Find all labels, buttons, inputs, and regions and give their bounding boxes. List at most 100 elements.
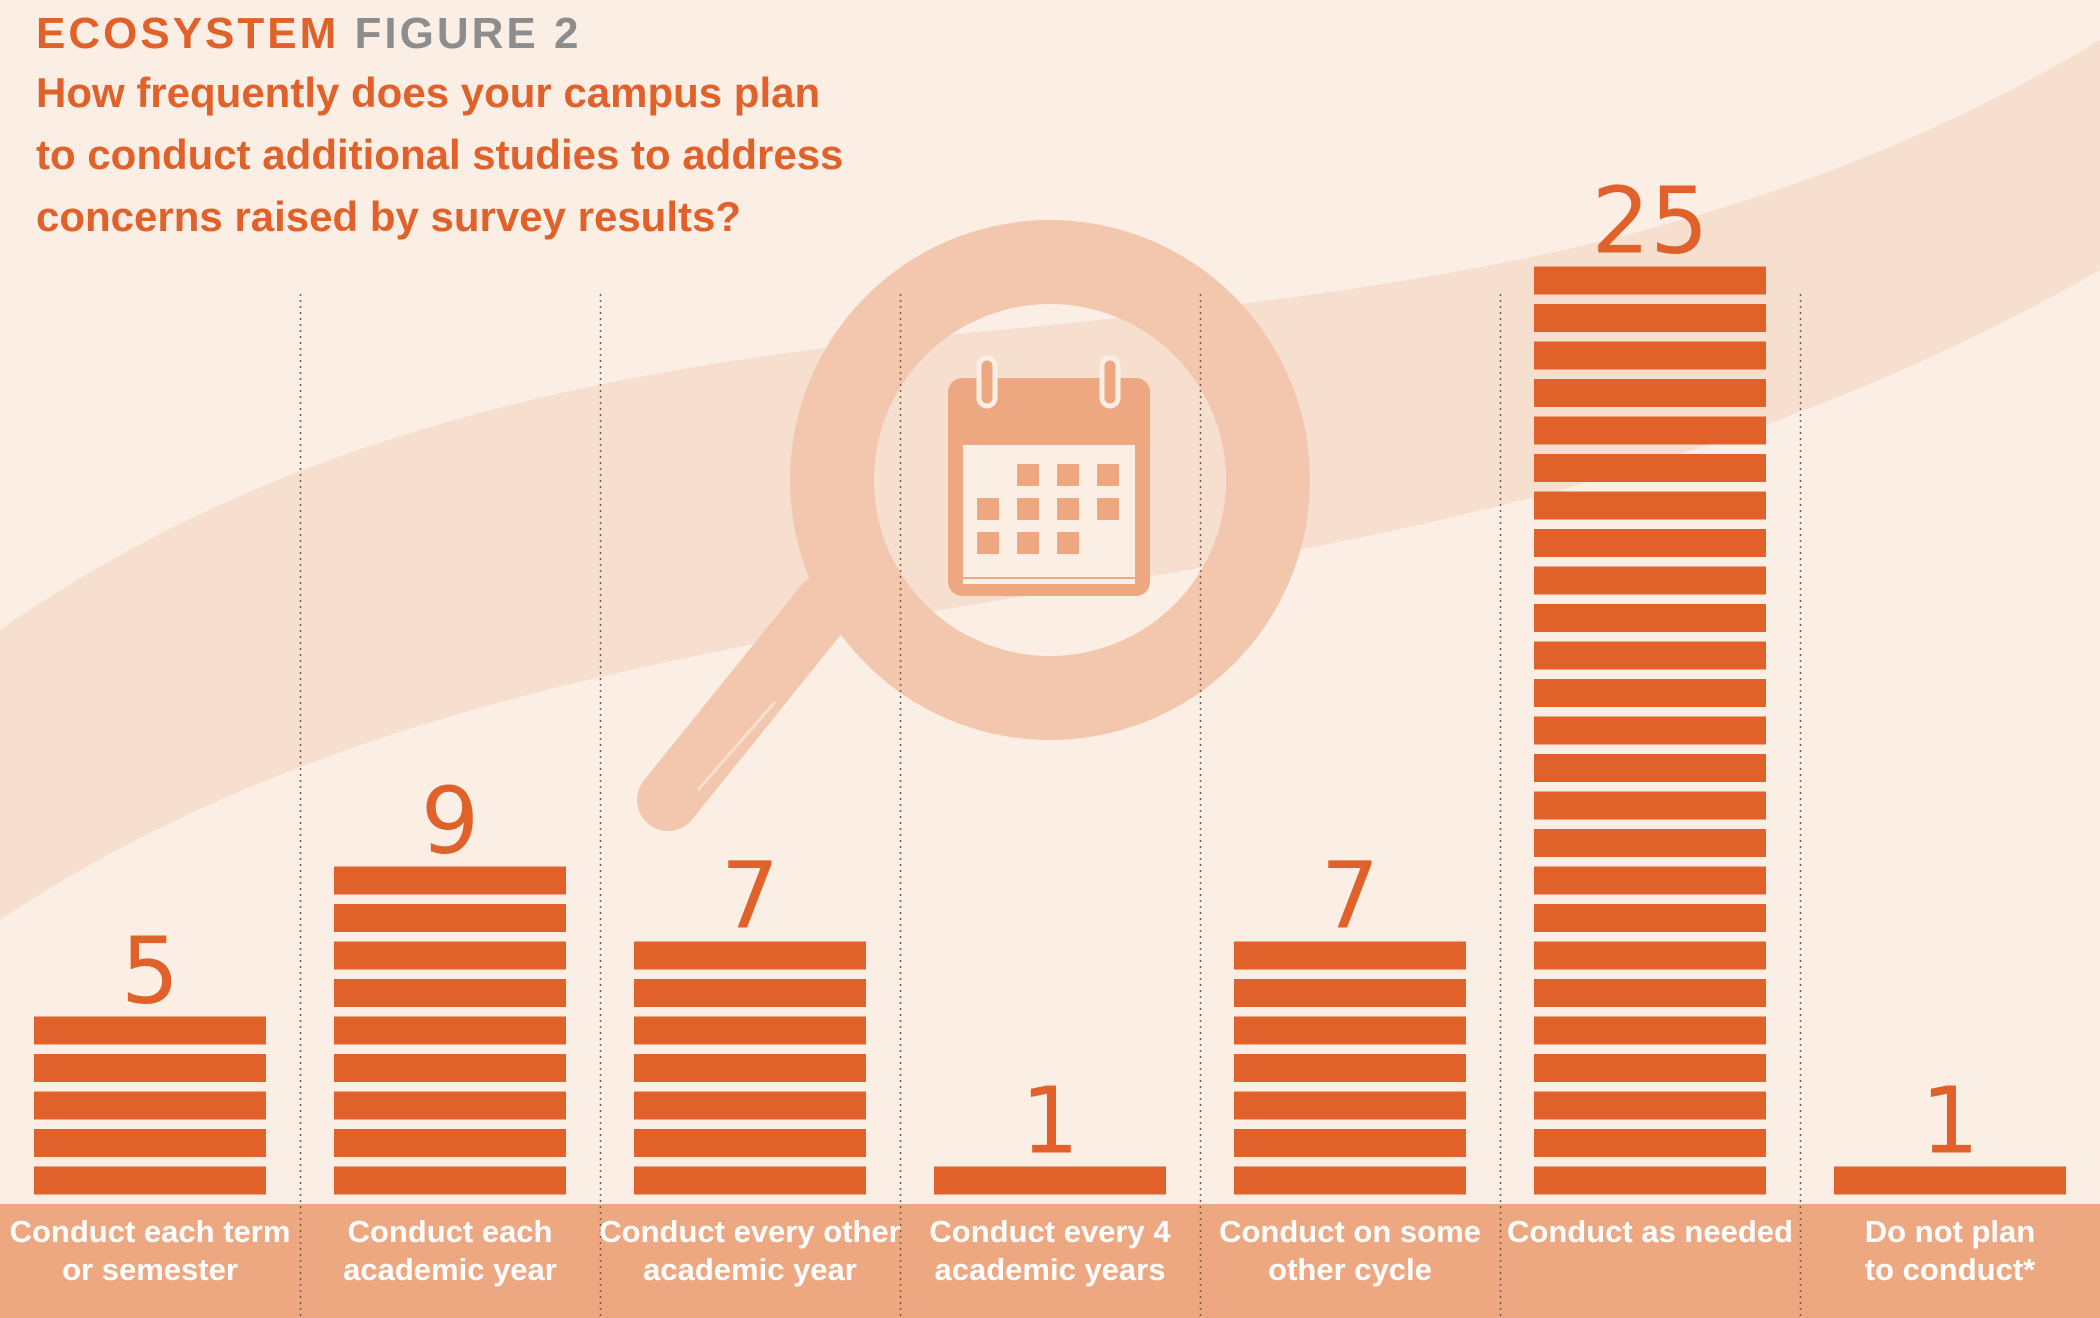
category-label: Conduct every other academic year bbox=[599, 1214, 900, 1287]
bar-segment bbox=[634, 979, 866, 1007]
bar-segment bbox=[1534, 454, 1766, 482]
bar bbox=[1534, 266, 1766, 1195]
bar-segment bbox=[1534, 641, 1766, 670]
bar-segment bbox=[1234, 1091, 1466, 1120]
bar-segment bbox=[34, 1016, 266, 1045]
bar-segment bbox=[1234, 1166, 1466, 1195]
magnifier-icon bbox=[637, 220, 1310, 831]
value-label: 5 bbox=[121, 918, 180, 1025]
bar-segment bbox=[1534, 1016, 1766, 1045]
category-label: Conduct on some other cycle bbox=[1219, 1214, 1481, 1287]
category-label: Conduct each term or semester bbox=[10, 1214, 291, 1287]
bar-segment bbox=[1234, 979, 1466, 1007]
category-label: Do not plan to conduct* bbox=[1865, 1214, 2036, 1287]
bar-segment bbox=[1234, 1129, 1466, 1157]
category-label-line: or semester bbox=[62, 1252, 238, 1287]
value-label: 7 bbox=[721, 843, 780, 950]
bar-segment bbox=[1534, 566, 1766, 595]
bar-segment bbox=[1534, 416, 1766, 445]
bar-segment bbox=[334, 1166, 566, 1195]
bars bbox=[34, 266, 2066, 1195]
bar-segment bbox=[1534, 1129, 1766, 1157]
bar-segment bbox=[34, 1054, 266, 1082]
bar-segment bbox=[634, 1166, 866, 1195]
category-label-line: Conduct every 4 bbox=[929, 1214, 1171, 1249]
category-label-line: academic years bbox=[935, 1252, 1166, 1287]
bar-segment bbox=[1534, 829, 1766, 857]
category-label-line: Conduct each bbox=[348, 1214, 553, 1249]
category-label-line: Conduct each term bbox=[10, 1214, 291, 1249]
bar bbox=[634, 941, 866, 1195]
bar-segment bbox=[934, 1166, 1166, 1195]
bar-segment bbox=[1534, 1054, 1766, 1082]
bar bbox=[934, 1166, 1166, 1195]
value-label: 1 bbox=[1021, 1068, 1080, 1175]
bar-segment bbox=[334, 941, 566, 970]
bar-segment bbox=[334, 866, 566, 895]
value-label: 7 bbox=[1321, 843, 1380, 950]
bar bbox=[34, 1016, 266, 1195]
bar-segment bbox=[634, 941, 866, 970]
bar-segment bbox=[1534, 904, 1766, 932]
bar-segment bbox=[1534, 304, 1766, 332]
category-label-line: to conduct* bbox=[1865, 1252, 2036, 1287]
figure-kicker: ECOSYSTEM FIGURE 2 bbox=[36, 6, 581, 62]
value-labels: 5 9 7 1 7 25 1 bbox=[121, 168, 1980, 1175]
bar-segment bbox=[34, 1166, 266, 1195]
category-label-line: Conduct every other bbox=[599, 1214, 900, 1249]
category-label-line: academic year bbox=[643, 1252, 857, 1287]
category-label-line: Conduct as needed bbox=[1507, 1214, 1793, 1249]
bar-segment bbox=[334, 1129, 566, 1157]
bar-segment bbox=[1234, 1054, 1466, 1082]
category-label: Conduct as needed bbox=[1507, 1214, 1793, 1249]
bar-segment bbox=[1534, 866, 1766, 895]
bar-segment bbox=[1534, 266, 1766, 295]
value-label: 9 bbox=[421, 768, 480, 875]
bar-segment bbox=[634, 1091, 866, 1120]
bar-segment bbox=[1234, 1016, 1466, 1045]
bar-segment bbox=[1534, 716, 1766, 745]
category-label-band bbox=[0, 1204, 2100, 1318]
bar-segment bbox=[1534, 604, 1766, 632]
bar-segment bbox=[634, 1129, 866, 1157]
figure-kicker-secondary: FIGURE 2 bbox=[354, 9, 582, 58]
category-label-line: other cycle bbox=[1268, 1252, 1432, 1287]
bar-segment bbox=[334, 1054, 566, 1082]
bar-segment bbox=[334, 979, 566, 1007]
bar-segment bbox=[1534, 679, 1766, 707]
bar-segment bbox=[334, 1016, 566, 1045]
bar-segment bbox=[1534, 941, 1766, 970]
bar-segment bbox=[334, 904, 566, 932]
category-label-line: Conduct on some bbox=[1219, 1214, 1481, 1249]
bar-segment bbox=[1534, 754, 1766, 782]
bar-segment bbox=[634, 1054, 866, 1082]
bar-segment bbox=[1834, 1166, 2066, 1195]
bar-segment bbox=[1534, 379, 1766, 407]
bar-segment bbox=[1534, 341, 1766, 370]
bar bbox=[1234, 941, 1466, 1195]
bar-segment bbox=[1534, 1166, 1766, 1195]
value-label: 1 bbox=[1921, 1068, 1980, 1175]
bar-segment bbox=[634, 1016, 866, 1045]
category-label: Conduct every 4 academic years bbox=[929, 1214, 1171, 1287]
bar bbox=[334, 866, 566, 1195]
calendar-icon bbox=[948, 355, 1150, 596]
category-label-line: academic year bbox=[343, 1252, 557, 1287]
bar-segment bbox=[1534, 791, 1766, 820]
bar-segment bbox=[1534, 529, 1766, 557]
value-label: 25 bbox=[1591, 168, 1708, 275]
bar-segment bbox=[334, 1091, 566, 1120]
bar-segment bbox=[1234, 941, 1466, 970]
bar bbox=[1834, 1166, 2066, 1195]
category-label: Conduct each academic year bbox=[343, 1214, 557, 1287]
column-dividers bbox=[299, 294, 1802, 1318]
category-label-line: Do not plan bbox=[1865, 1214, 2035, 1249]
bar-segment bbox=[1534, 979, 1766, 1007]
bar-segment bbox=[1534, 491, 1766, 520]
chart-title: How frequently does your campus plan to … bbox=[36, 69, 844, 240]
bar-segment bbox=[34, 1091, 266, 1120]
